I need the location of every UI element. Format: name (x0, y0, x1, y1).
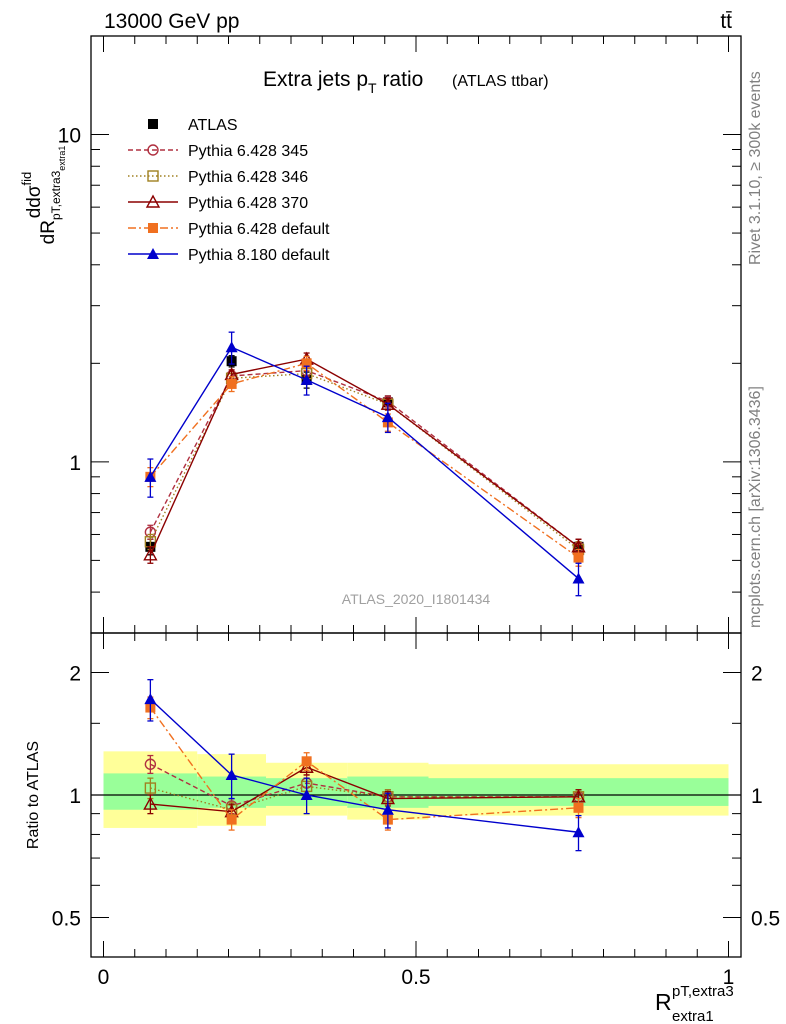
data-point (225, 341, 238, 353)
legend-item: Pythia 6.428 default (128, 221, 330, 238)
ratio-bands (91, 679, 741, 852)
x-axis-label: R pT,extra3 extra1 (655, 983, 734, 1024)
series (145, 355, 584, 567)
legend-item: Pythia 6.428 346 (128, 169, 308, 186)
legend-label: Pythia 6.428 346 (188, 169, 308, 186)
legend-item: Pythia 6.428 345 (128, 143, 308, 160)
series-line (149, 362, 579, 559)
y-tick-label: 1 (751, 785, 763, 808)
data-point (225, 768, 238, 780)
series (144, 366, 585, 559)
data-point (147, 248, 159, 259)
series-line (149, 346, 579, 580)
data-point (572, 572, 585, 584)
legend-label: ATLAS (188, 117, 238, 134)
y-tick-label: 0.5 (52, 908, 81, 931)
side-version-text: Rivet 3.1.10, ≥ 300k events (747, 71, 764, 265)
data-point (573, 802, 584, 813)
y-tick-label: 1 (69, 785, 81, 808)
series-line (149, 707, 579, 821)
x-tick-label: 0.5 (401, 966, 430, 989)
energy-label: 13000 GeV pp (104, 10, 239, 33)
series (144, 331, 585, 597)
data-point (226, 814, 237, 825)
data-point (301, 358, 312, 369)
side-source-text: mcplots.cern.ch [arXiv:1306.3436] (747, 386, 764, 628)
series-line (149, 372, 579, 551)
data-point (147, 170, 159, 182)
svg-text:extra1: extra1 (672, 1008, 714, 1024)
legend-label: Pythia 8.180 default (188, 247, 330, 264)
data-point (226, 378, 237, 389)
data-point (300, 373, 313, 385)
series-line (150, 785, 579, 811)
data-point (300, 789, 313, 800)
legend-label: Pythia 6.428 370 (188, 195, 308, 212)
svg-text:dRpT,extra3extra1: dRpT,extra3extra1 (38, 146, 67, 245)
series-line (149, 358, 579, 556)
y-tick-label: 10 (58, 125, 81, 148)
series (144, 679, 585, 852)
ratio-y-axis-label: Ratio to ATLAS (25, 741, 42, 849)
legend-item: Pythia 8.180 default (128, 247, 330, 264)
upper-panel (143, 331, 586, 597)
data-point (145, 194, 161, 208)
data-point (143, 796, 158, 810)
y-tick-label: 1 (69, 452, 81, 475)
svg-text:pT,extra3: pT,extra3 (672, 983, 734, 1000)
data-point (144, 693, 157, 705)
x-tick-label: 0 (98, 966, 110, 989)
upper-y-axis-label: ddσfid dRpT,extra3extra1 (19, 146, 67, 245)
y-tick-label: 2 (751, 662, 763, 685)
series (143, 351, 586, 564)
data-point (148, 223, 158, 233)
data-point (147, 144, 159, 156)
data-point (144, 470, 157, 482)
series (145, 355, 584, 556)
legend-label: Pythia 6.428 345 (188, 143, 308, 160)
series-line (149, 369, 579, 548)
legend: ATLAS Pythia 6.428 345 Pythia 6.428 346 Pyt… (128, 117, 330, 264)
data-point (381, 411, 394, 423)
data-point (299, 759, 314, 773)
analysis-watermark: ATLAS_2020_I1801434 (342, 591, 491, 607)
legend-item: Pythia 6.428 370 (128, 194, 308, 212)
data-point (144, 782, 157, 794)
data-point (301, 756, 312, 767)
svg-text:ddσfid: ddσfid (19, 172, 45, 219)
x-tick-label: 1 (723, 966, 735, 989)
data-point (381, 803, 394, 815)
data-point (143, 547, 158, 561)
title-note: (ATLAS ttbar) (452, 73, 549, 90)
data-point (144, 758, 157, 770)
legend-label: Pythia 6.428 default (188, 221, 330, 238)
upper-title: Extra jets pT ratio (ATLAS ttbar) (263, 68, 549, 96)
svg-text:R: R (655, 989, 672, 1015)
data-point (573, 552, 584, 563)
svg-text:Extra jets pT ratio: Extra jets pT ratio (263, 68, 423, 96)
y-tick-label: 2 (69, 662, 81, 685)
y-tick-label: 0.5 (751, 908, 780, 931)
legend-item: ATLAS (148, 117, 238, 134)
process-label: tt̄ (720, 10, 732, 33)
data-point (148, 119, 158, 129)
data-point (572, 826, 585, 838)
